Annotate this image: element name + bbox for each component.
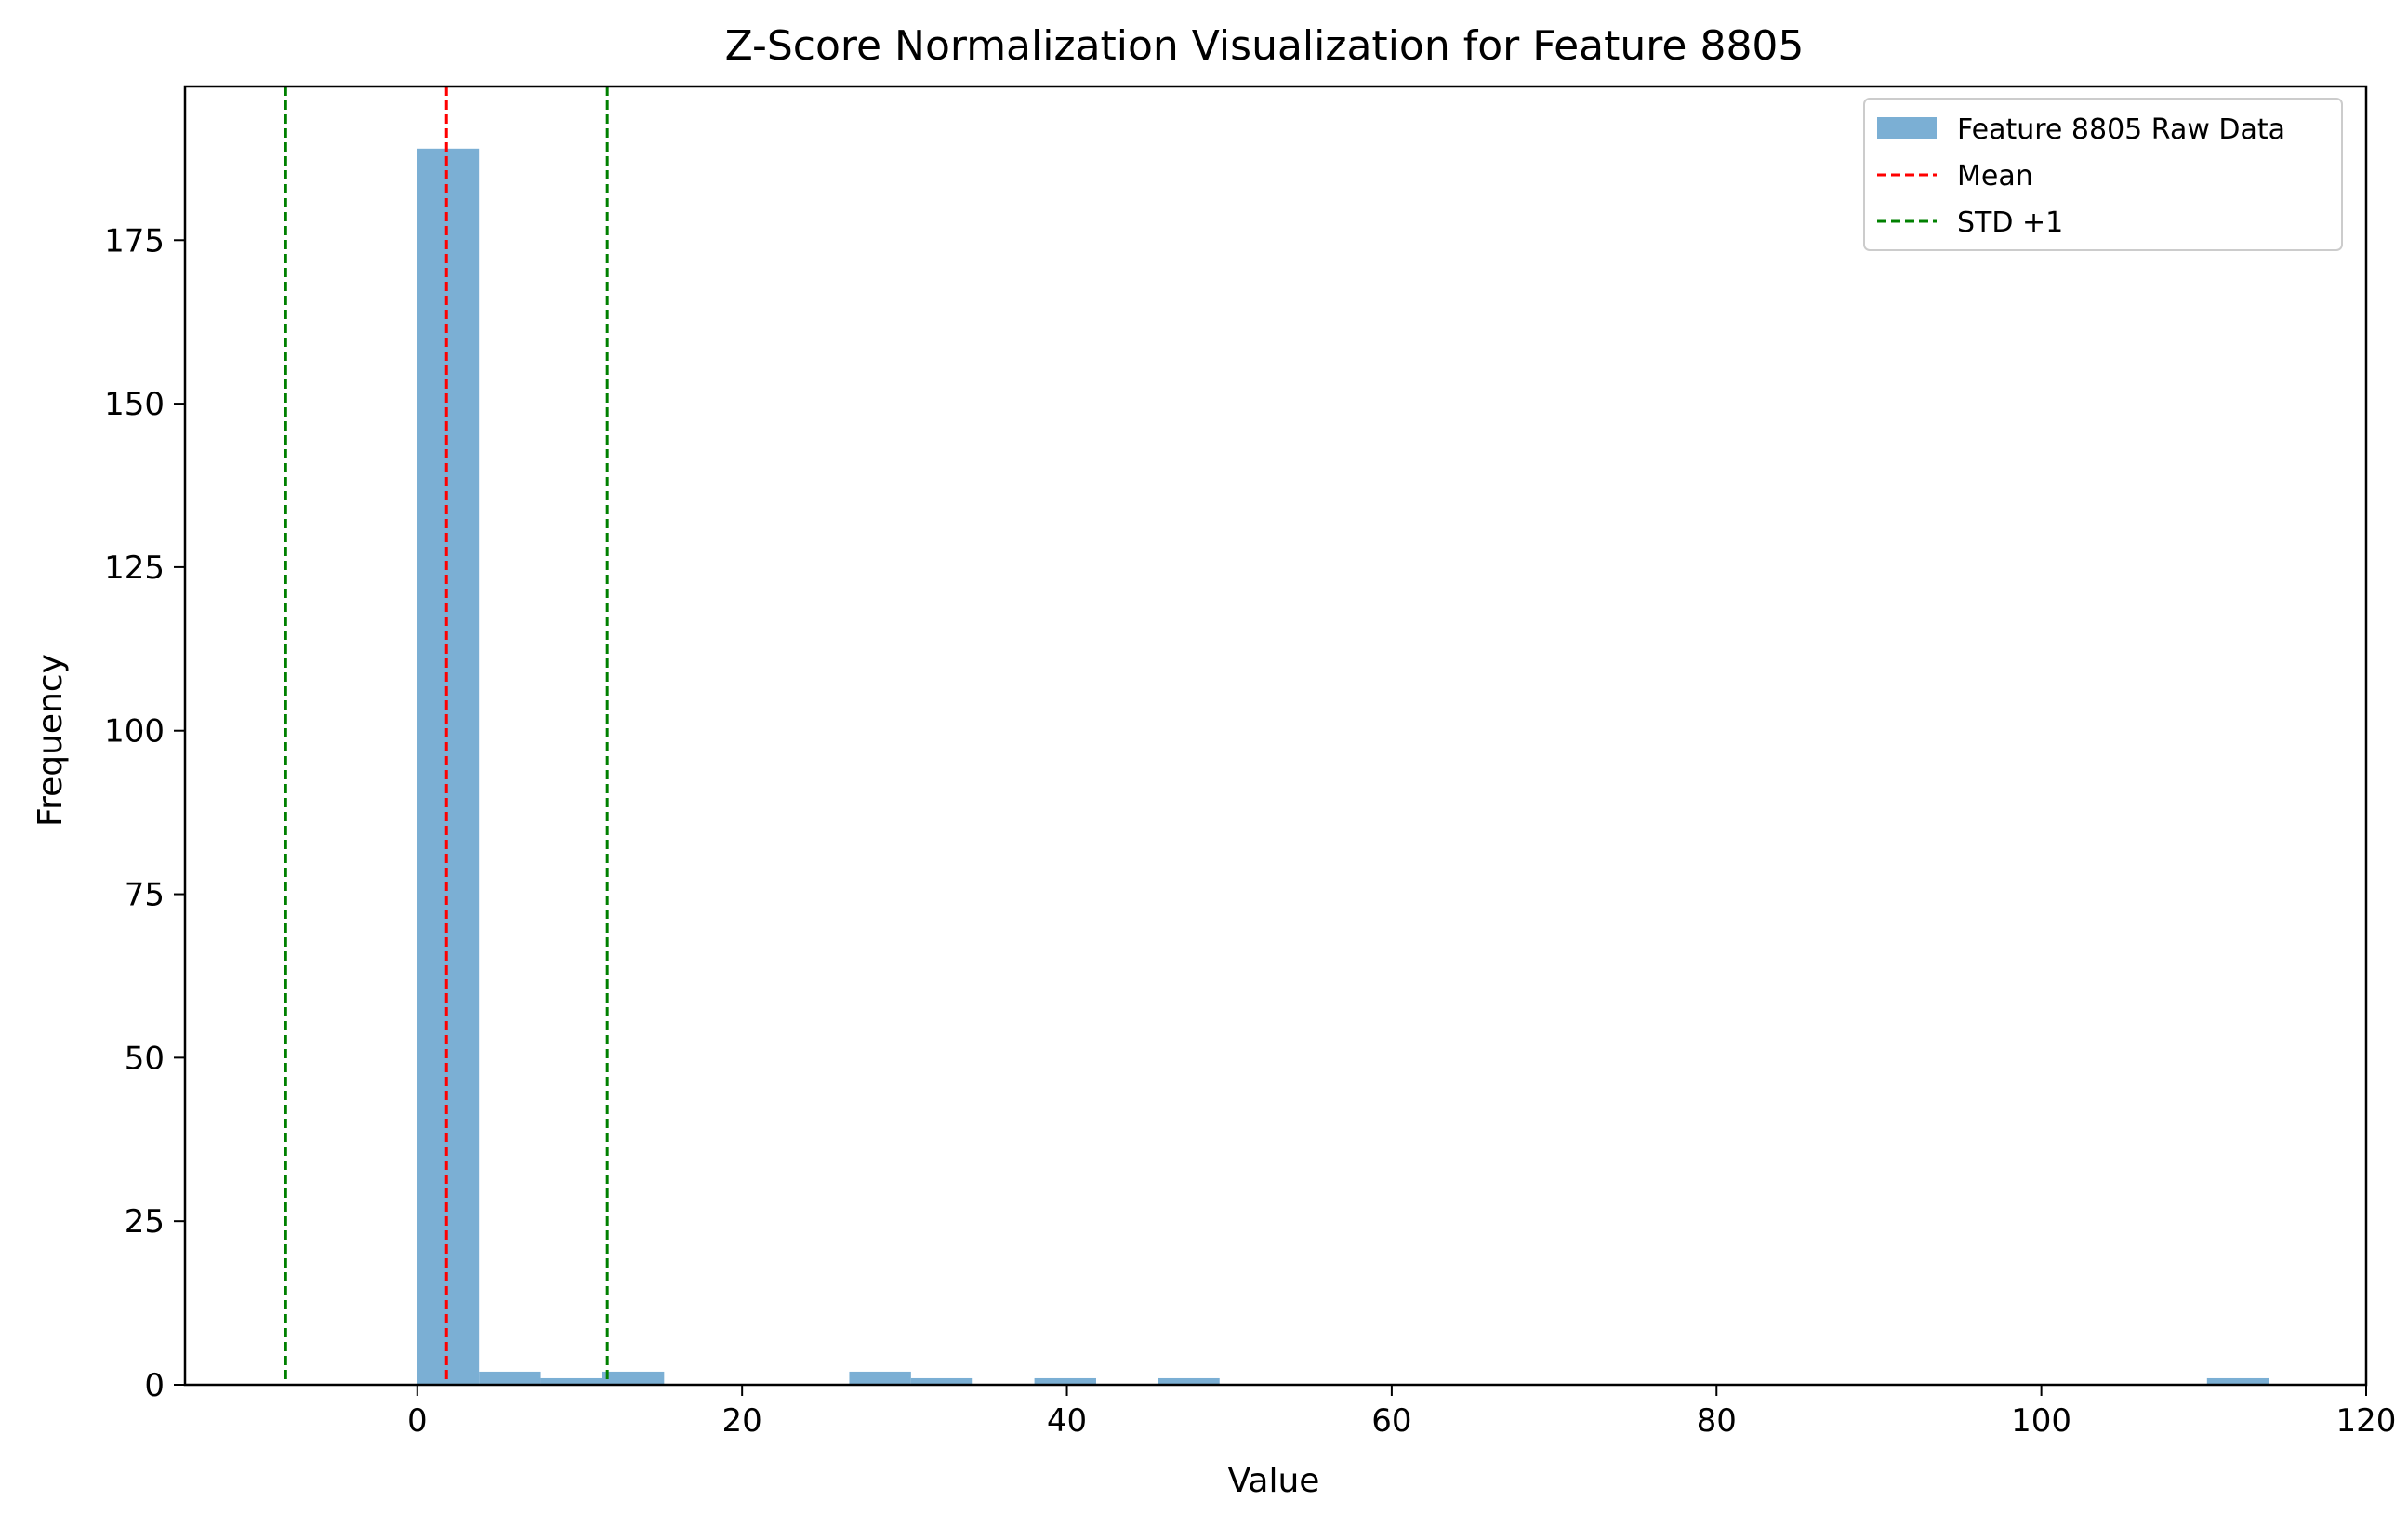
plot-area: 0 20 40 60 80 100 120 0 25 50 75 100 125 150 175 bbox=[104, 85, 2397, 1440]
y-tick-label: 0 bbox=[144, 1367, 165, 1404]
x-tick-label: 40 bbox=[1047, 1402, 1087, 1440]
histogram-bar bbox=[602, 1371, 665, 1385]
legend-frame bbox=[1863, 98, 2343, 251]
histogram-bar bbox=[910, 1377, 973, 1385]
x-tick-label: 20 bbox=[722, 1402, 762, 1440]
y-tick-label: 100 bbox=[104, 713, 165, 750]
y-tick-label: 125 bbox=[104, 550, 165, 587]
histogram-bar bbox=[1034, 1377, 1096, 1385]
histogram-bar bbox=[540, 1377, 602, 1385]
y-tick-label: 75 bbox=[125, 877, 165, 914]
x-tick-label: 80 bbox=[1697, 1402, 1737, 1440]
chart-legend: Feature 8805 Raw Data Mean STD +1 bbox=[1863, 98, 2343, 251]
legend-label: Feature 8805 Raw Data bbox=[1957, 113, 2285, 146]
y-axis-label: Frequency bbox=[32, 654, 70, 827]
histogram-bar bbox=[2206, 1377, 2269, 1385]
x-tick-label: 120 bbox=[2336, 1402, 2397, 1440]
y-tick-label: 25 bbox=[125, 1203, 165, 1241]
x-tick-label: 100 bbox=[2011, 1402, 2071, 1440]
chart-title: Z-Score Normalization Visualization for … bbox=[725, 22, 1805, 70]
legend-label: Mean bbox=[1957, 160, 2033, 193]
histogram-bar bbox=[479, 1371, 541, 1385]
x-tick-label: 0 bbox=[407, 1402, 428, 1440]
histogram-bar bbox=[1158, 1377, 1220, 1385]
histogram-bar bbox=[849, 1371, 911, 1385]
y-tick-label: 175 bbox=[104, 222, 165, 259]
histogram-bar bbox=[417, 148, 480, 1386]
legend-swatch bbox=[1877, 117, 1937, 139]
axes-frame bbox=[183, 85, 2368, 1387]
legend-label: STD +1 bbox=[1957, 206, 2063, 239]
x-axis-label: Value bbox=[1228, 1462, 1320, 1500]
y-tick-label: 150 bbox=[104, 386, 165, 423]
x-tick-label: 60 bbox=[1371, 1402, 1411, 1440]
y-tick-label: 50 bbox=[125, 1040, 165, 1077]
